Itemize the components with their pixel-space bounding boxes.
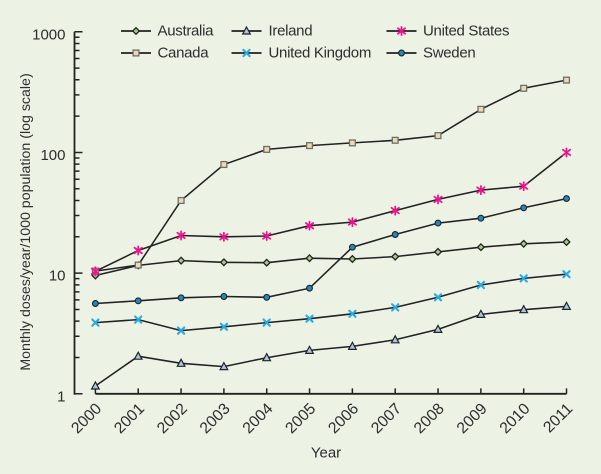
- svg-text:Australia: Australia: [158, 23, 215, 40]
- svg-text:Ireland: Ireland: [269, 23, 313, 40]
- svg-text:10: 10: [49, 268, 66, 285]
- svg-text:United Kingdom: United Kingdom: [269, 45, 372, 62]
- svg-text:1: 1: [57, 388, 65, 405]
- svg-text:United States: United States: [423, 23, 509, 40]
- svg-text:Sweden: Sweden: [423, 45, 475, 62]
- svg-text:100: 100: [40, 147, 65, 164]
- svg-text:Year: Year: [311, 445, 341, 462]
- svg-text:1000: 1000: [32, 26, 65, 43]
- svg-text:Canada: Canada: [158, 45, 210, 62]
- svg-text:Monthly doses/year/1000 popula: Monthly doses/year/1000 population (log …: [18, 73, 34, 370]
